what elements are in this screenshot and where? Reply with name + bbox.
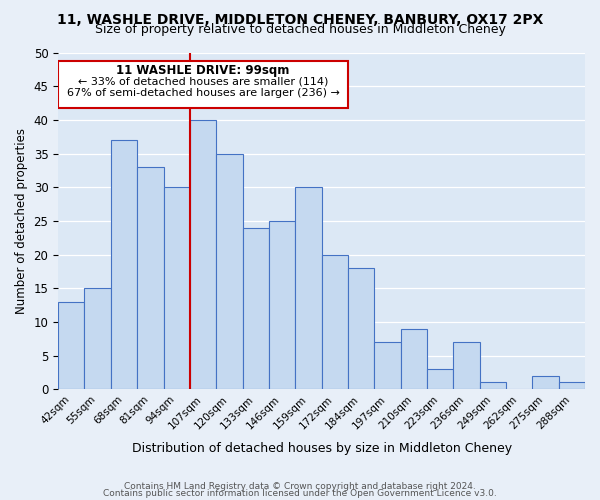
Text: Size of property relative to detached houses in Middleton Cheney: Size of property relative to detached ho… [95, 23, 505, 36]
Y-axis label: Number of detached properties: Number of detached properties [15, 128, 28, 314]
Bar [479, 382, 506, 389]
Text: 11 WASHLE DRIVE: 99sqm: 11 WASHLE DRIVE: 99sqm [116, 64, 290, 77]
Bar [216, 154, 242, 389]
Bar [374, 342, 401, 389]
Text: Contains public sector information licensed under the Open Government Licence v3: Contains public sector information licen… [103, 489, 497, 498]
Bar [401, 328, 427, 389]
Text: Contains HM Land Registry data © Crown copyright and database right 2024.: Contains HM Land Registry data © Crown c… [124, 482, 476, 491]
Bar [85, 288, 111, 389]
Bar [190, 120, 216, 389]
X-axis label: Distribution of detached houses by size in Middleton Cheney: Distribution of detached houses by size … [131, 442, 512, 455]
FancyBboxPatch shape [58, 60, 348, 108]
Bar [137, 167, 164, 389]
Bar [242, 228, 269, 389]
Bar [164, 187, 190, 389]
Bar [453, 342, 479, 389]
Bar [111, 140, 137, 389]
Bar [322, 254, 348, 389]
Text: 67% of semi-detached houses are larger (236) →: 67% of semi-detached houses are larger (… [67, 88, 340, 98]
Bar [559, 382, 585, 389]
Bar [427, 369, 453, 389]
Bar [532, 376, 559, 389]
Text: ← 33% of detached houses are smaller (114): ← 33% of detached houses are smaller (11… [78, 76, 328, 86]
Bar [58, 302, 85, 389]
Bar [295, 187, 322, 389]
Bar [348, 268, 374, 389]
Bar [269, 221, 295, 389]
Text: 11, WASHLE DRIVE, MIDDLETON CHENEY, BANBURY, OX17 2PX: 11, WASHLE DRIVE, MIDDLETON CHENEY, BANB… [57, 12, 543, 26]
